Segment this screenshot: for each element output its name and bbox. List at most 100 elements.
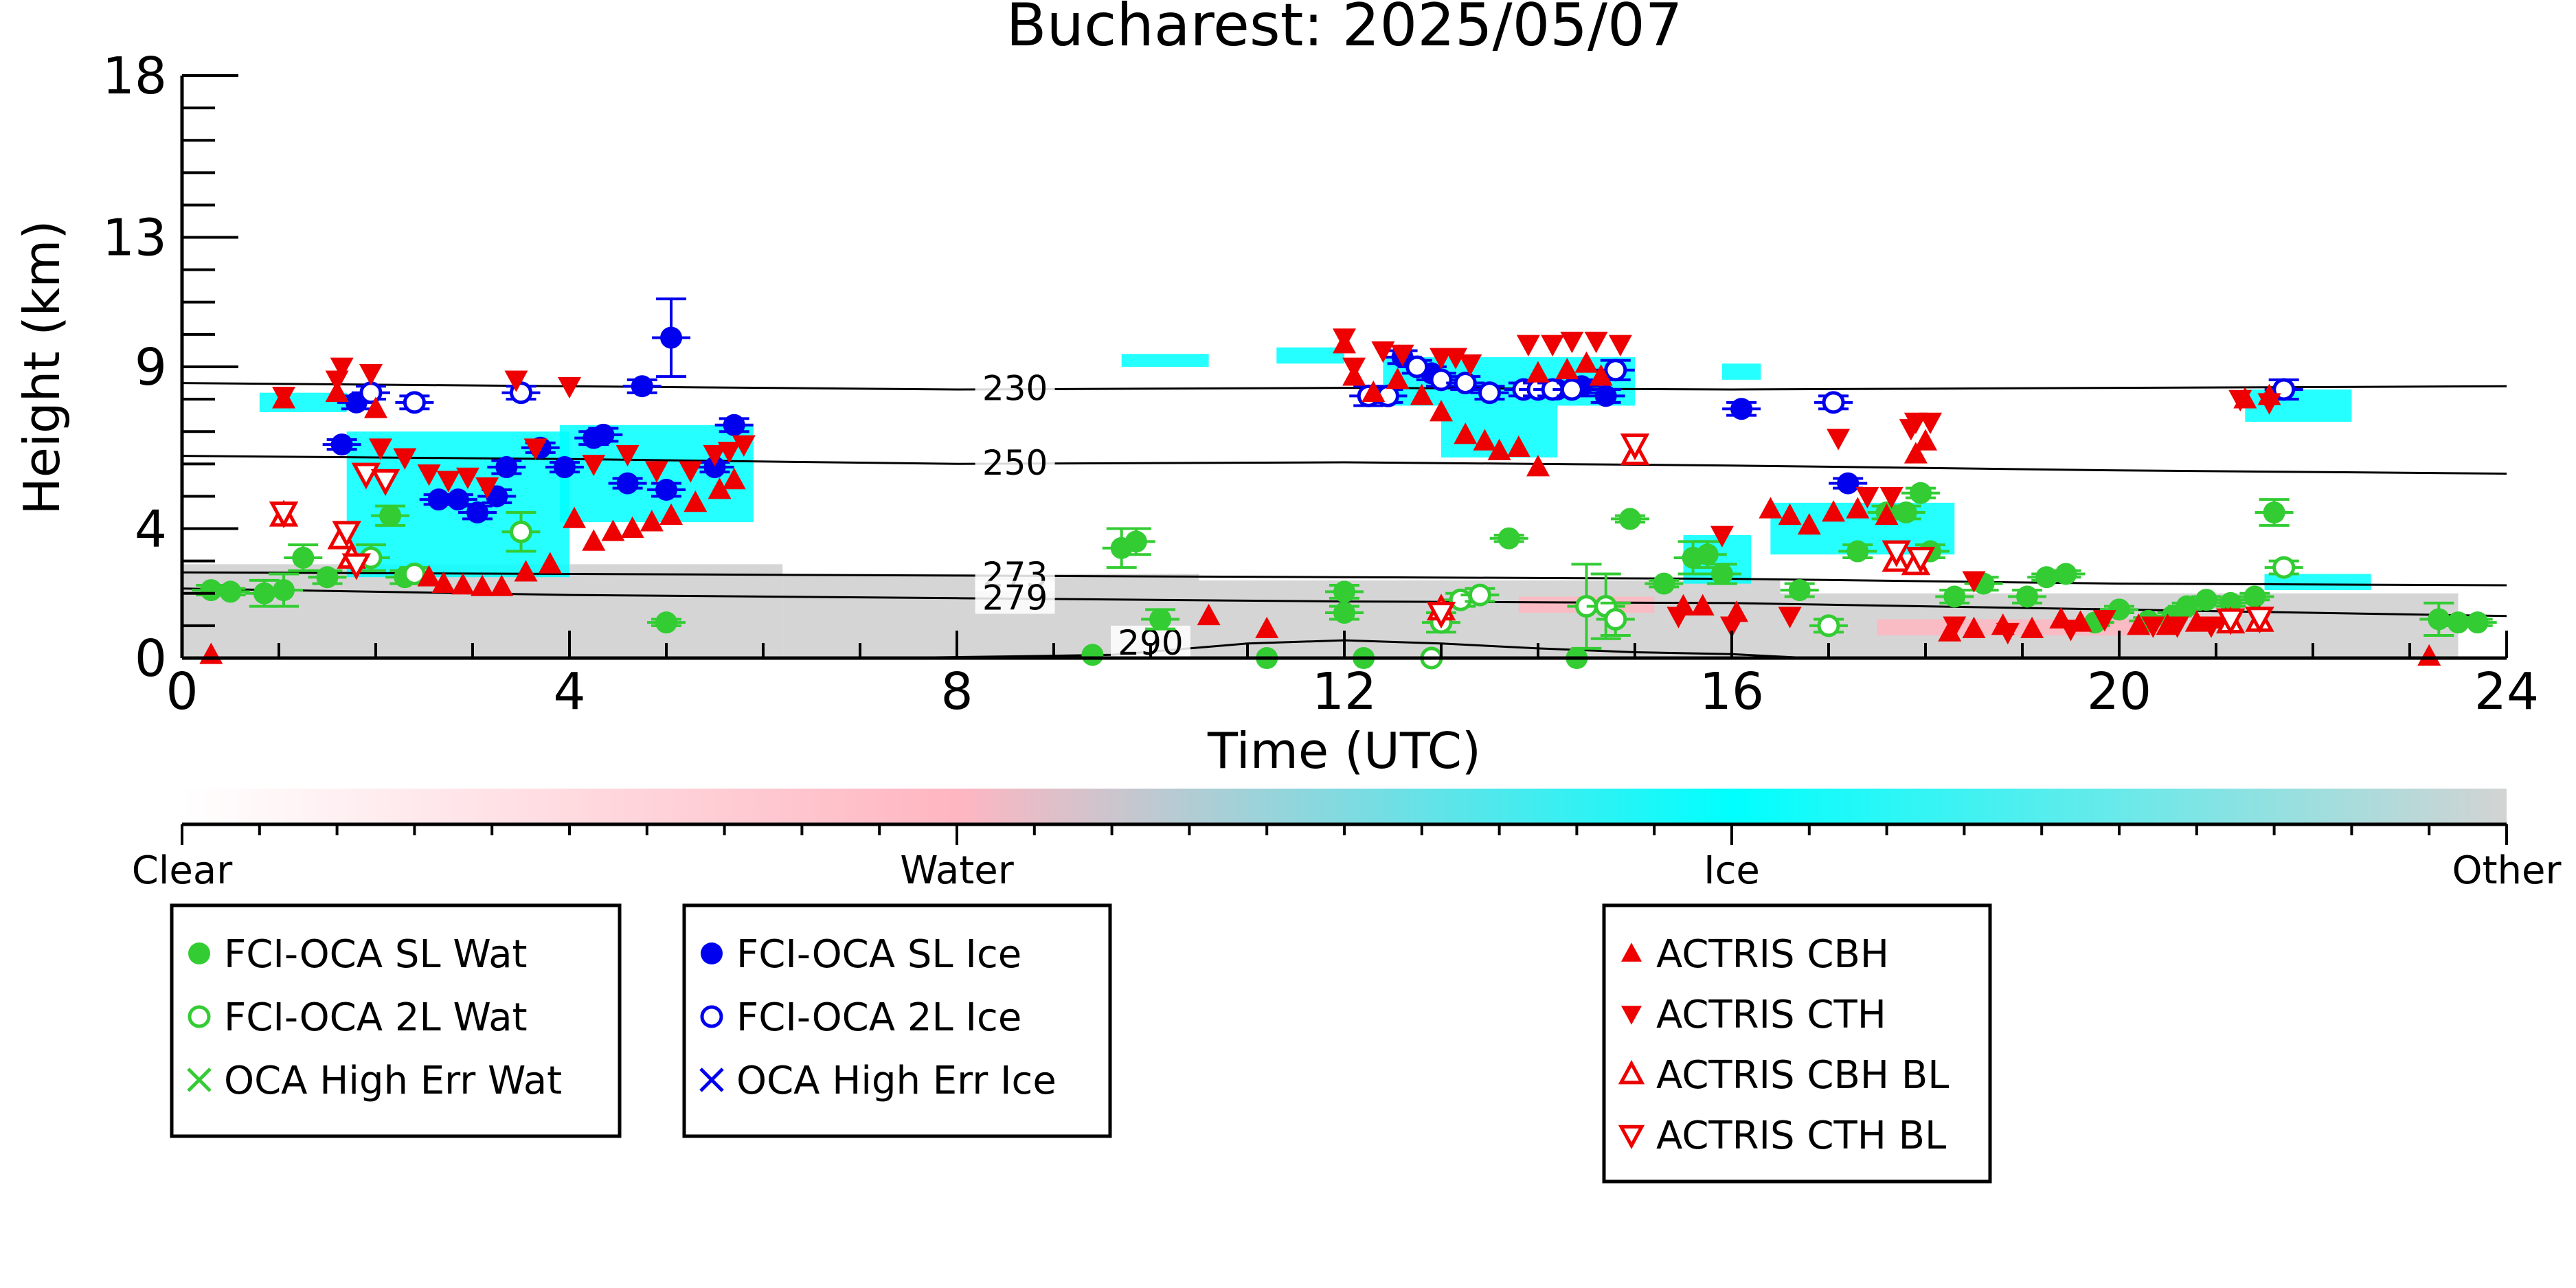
- x-tick-label: 12: [1312, 662, 1377, 721]
- point-fci-oca-sl-wat: [1149, 608, 1172, 631]
- x-axis-label: Time (UTC): [1207, 722, 1481, 780]
- point-fci-oca-sl-wat: [2244, 585, 2266, 608]
- point-fci-oca-sl-ice: [660, 326, 683, 349]
- point-actris-cbh: [1759, 497, 1783, 519]
- point-actris-cth: [1778, 607, 1802, 629]
- legend-marker-fci-oca-sl-wat: [188, 942, 210, 964]
- point-actris-cth-bl: [1620, 433, 1650, 461]
- point-actris-cbh: [1386, 367, 1410, 389]
- legend-label: ACTRIS CTH BL: [1656, 1114, 1946, 1158]
- x-tick-label: 4: [553, 662, 585, 721]
- point-actris-cth: [504, 370, 528, 392]
- legend-marker-actris-cth: [1621, 1006, 1642, 1025]
- point-actris-cbh: [1574, 351, 1598, 373]
- point-fci-oca-sl-ice: [703, 456, 726, 479]
- point-actris-cth: [615, 444, 640, 467]
- point-actris-cbh: [659, 503, 683, 526]
- point-fci-oca-2l-wat: [1604, 607, 1627, 631]
- point-actris-cbh: [514, 560, 538, 582]
- point-fci-oca-sl-wat: [1498, 527, 1520, 550]
- colorbar-label: Ice: [1704, 848, 1760, 893]
- point-actris-cth: [1608, 335, 1632, 357]
- colorbar-label: Water: [900, 848, 1015, 893]
- point-actris-cth: [2141, 616, 2165, 638]
- point-actris-cth: [1390, 344, 1414, 367]
- region-ice: [1276, 347, 1344, 364]
- point-fci-oca-2l-ice: [1560, 378, 1583, 401]
- x-tick-label: 16: [1699, 662, 1764, 721]
- point-actris-cbh: [364, 396, 387, 418]
- point-actris-cth: [523, 438, 547, 460]
- region-ice: [1721, 363, 1761, 380]
- point-actris-cth: [2059, 620, 2083, 642]
- point-actris-cbh: [1797, 512, 1821, 535]
- point-fci-oca-sl-wat: [292, 546, 315, 569]
- point-fci-oca-sl-wat: [655, 611, 677, 634]
- colorbar: [182, 789, 2507, 824]
- point-fci-oca-2l-ice: [1604, 359, 1627, 382]
- legend-marker-fci-oca-2l-wat: [188, 1005, 211, 1028]
- point-actris-cbh: [451, 573, 475, 595]
- point-actris-cbh: [1526, 361, 1550, 383]
- region-water: [1877, 619, 2168, 636]
- point-fci-oca-sl-wat: [2195, 589, 2217, 611]
- point-actris-cth: [558, 376, 581, 399]
- point-actris-cth: [1371, 341, 1395, 363]
- legend-label: FCI-OCA 2L Ice: [736, 995, 1021, 1040]
- legend-box: [170, 903, 622, 1138]
- point-actris-cth-bl: [1906, 547, 1936, 574]
- point-actris-cth: [2092, 610, 2116, 632]
- legend-label: ACTRIS CBH BL: [1656, 1053, 1949, 1098]
- point-actris-cbh: [490, 574, 514, 596]
- point-actris-cth: [417, 464, 441, 486]
- point-actris-cbh: [582, 529, 606, 551]
- point-actris-cth-bl: [2215, 608, 2246, 635]
- point-fci-oca-sl-ice: [723, 414, 745, 436]
- point-fci-oca-sl-wat: [1081, 644, 1104, 666]
- point-fci-oca-sl-wat: [1618, 508, 1641, 530]
- point-actris-cth: [1541, 335, 1565, 357]
- y-axis-label: Height (km): [13, 221, 71, 515]
- point-actris-cth: [1996, 622, 2020, 645]
- point-fci-oca-sl-ice: [631, 375, 653, 398]
- point-actris-cth: [703, 444, 727, 467]
- point-fci-oca-2l-wat: [510, 520, 532, 543]
- point-actris-cth: [1458, 354, 1482, 376]
- point-actris-cth: [582, 454, 606, 477]
- point-actris-cbh: [431, 571, 455, 594]
- point-fci-oca-sl-ice: [553, 456, 576, 479]
- point-fci-oca-2l-wat: [2272, 556, 2296, 579]
- point-actris-cbh: [1487, 438, 1511, 460]
- point-actris-cbh: [417, 565, 441, 587]
- point-fci-oca-2l-ice: [403, 391, 426, 414]
- x-tick-label: 8: [940, 662, 973, 721]
- point-actris-cth-bl: [341, 553, 372, 580]
- colorbar-ticks: Clear Water Ice Other: [132, 822, 2562, 893]
- y-tick-label: 13: [102, 209, 167, 268]
- point-actris-cth: [644, 461, 668, 483]
- legend-marker-fci-oca-2l-ice: [700, 1005, 723, 1028]
- point-actris-cth-bl: [332, 521, 361, 548]
- point-fci-oca-2l-ice: [359, 381, 383, 405]
- point-actris-cth: [679, 461, 703, 483]
- point-actris-cth: [359, 364, 383, 386]
- point-actris-cbh: [1903, 442, 1928, 464]
- point-actris-cbh: [1430, 400, 1453, 422]
- point-fci-oca-2l-wat: [1468, 583, 1491, 607]
- point-actris-cbh: [1875, 503, 1899, 526]
- point-actris-cth: [1879, 487, 1903, 509]
- colorbar-label: Clear: [132, 848, 233, 893]
- point-fci-oca-sl-ice: [616, 472, 639, 495]
- point-actris-cth: [1560, 331, 1584, 354]
- point-actris-cth: [2257, 393, 2281, 415]
- point-actris-cth-bl: [2245, 607, 2274, 634]
- isotherm-label-bg: [975, 371, 1055, 405]
- point-actris-cth: [1342, 357, 1366, 379]
- y-tick-label: 9: [135, 338, 167, 397]
- point-fci-oca-sl-wat: [1895, 501, 1917, 523]
- point-fci-oca-sl-wat: [1653, 572, 1675, 595]
- legend-label: ACTRIS CTH: [1656, 993, 1886, 1037]
- point-actris-cbh: [722, 468, 746, 490]
- point-fci-oca-sl-ice: [330, 433, 353, 456]
- point-fci-oca-2l-ice: [1430, 368, 1453, 392]
